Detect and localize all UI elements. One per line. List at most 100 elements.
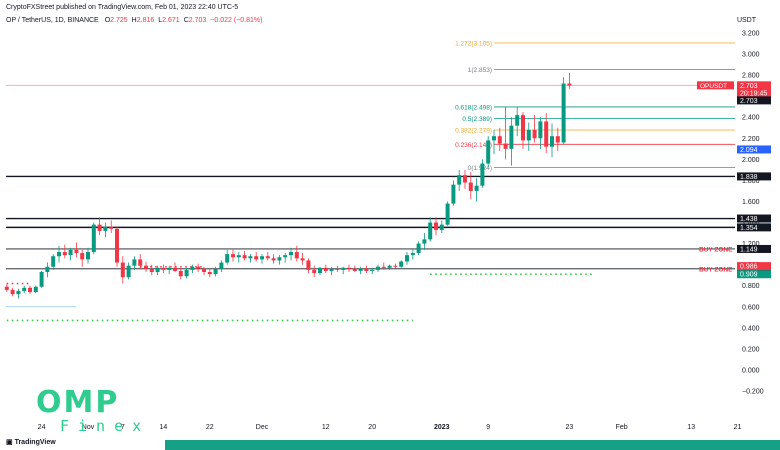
candle-body <box>39 272 44 287</box>
candle-body <box>277 257 282 261</box>
ohlc-label: H <box>131 17 137 24</box>
ohlc-values: O2.725 H2.816 L2.671 C2.703 −0.022 (−0.81%) <box>101 17 263 24</box>
y-tick-label: 0.000 <box>742 367 760 374</box>
ohlc-value: 2.816 <box>136 17 155 24</box>
candle-body <box>231 254 235 258</box>
x-tick-label: Feb <box>616 424 628 431</box>
candle-body <box>28 287 32 293</box>
candle-body <box>109 226 114 229</box>
ohlc-item: O2.725 <box>105 17 128 24</box>
candle-body <box>544 121 549 147</box>
candle-body <box>236 255 241 258</box>
candle-body <box>68 249 73 256</box>
candle-body <box>126 265 131 278</box>
price-tag-bg <box>737 145 771 154</box>
candle-body <box>91 224 96 253</box>
candle-body <box>318 267 322 274</box>
candle-body <box>526 129 531 141</box>
candle-body <box>457 175 462 185</box>
candle-body <box>10 289 15 295</box>
candle-body <box>115 228 119 263</box>
candle-body <box>486 140 491 164</box>
candle-body <box>294 252 299 259</box>
candle-body <box>80 253 85 260</box>
ohlc-value: 2.703 <box>188 17 207 24</box>
candle-body <box>492 136 496 141</box>
candle-body <box>497 136 502 144</box>
logo-text-finex: Finex <box>60 417 151 435</box>
candle-body <box>33 286 38 293</box>
price-tag-label: 1.354 <box>740 225 758 232</box>
candle-body <box>376 266 380 270</box>
candle-body <box>225 254 230 263</box>
fib-level-label: 0.236(2.143) <box>455 142 492 149</box>
candle-body <box>341 267 346 270</box>
candle-body <box>300 258 305 261</box>
x-tick-label: 24 <box>38 424 46 431</box>
publish-info: CryptoFXStreet published on TradingView.… <box>6 4 239 11</box>
tradingview-logo[interactable]: ▣ TradingView <box>6 438 56 446</box>
x-tick-label: 21 <box>734 424 742 431</box>
price-tag-label: 1.838 <box>740 174 758 181</box>
candle-body <box>283 255 288 258</box>
candle-body <box>329 268 334 271</box>
y-tick-label: 2.200 <box>742 136 760 143</box>
candle-body <box>451 184 456 204</box>
y-tick-label: 0.600 <box>742 304 760 311</box>
candle-body <box>503 143 508 149</box>
candle-body <box>538 121 543 139</box>
price-tag-label: 20:19:45 <box>740 91 767 98</box>
candle-body <box>416 243 421 254</box>
y-tick-label: 0.800 <box>742 283 760 290</box>
candle-body <box>387 265 392 268</box>
price-tag-bg <box>737 172 771 181</box>
price-tag-label: 1.438 <box>740 216 758 223</box>
ohlc-item: L2.671 <box>158 17 179 24</box>
price-tag-bg <box>737 214 771 223</box>
ohlc-label: O <box>104 17 111 24</box>
candle-body <box>155 267 160 273</box>
fib-level-label: 0.618(2.498) <box>455 104 492 111</box>
candle-body <box>335 268 340 270</box>
candle-body <box>474 185 479 191</box>
candle-body <box>428 222 433 240</box>
y-tick-label: 3.000 <box>742 52 760 59</box>
candle-body <box>86 252 90 260</box>
candle-body <box>97 224 102 231</box>
candle-body <box>434 222 438 230</box>
logo-text-omp: OMP <box>36 385 120 420</box>
candle-body <box>22 287 27 291</box>
y-tick-label: 1.600 <box>742 199 760 206</box>
candle-body <box>120 262 125 278</box>
candle-body <box>358 268 363 271</box>
candle-body <box>219 262 224 269</box>
price-tag-bg <box>737 262 771 271</box>
candle-body <box>57 252 61 257</box>
x-tick-label: 23 <box>566 424 574 431</box>
candle-body <box>532 129 537 139</box>
buy-zone-label: BUY ZONE <box>699 266 733 273</box>
candle-body <box>521 115 525 141</box>
x-tick-label: Nov <box>82 424 95 431</box>
tradingview-label: TradingView <box>14 439 56 446</box>
y-tick-label: 0.400 <box>742 325 760 332</box>
ohlc-item: −0.022 (−0.81%) <box>210 17 262 24</box>
candle-body <box>4 286 9 290</box>
brand-bar <box>165 440 780 450</box>
candle-body <box>254 256 259 260</box>
ohlc-legend: OP / TetherUS, 1D, BINANCE O2.725 H2.816 L… <box>6 17 262 24</box>
candle-body <box>399 261 404 267</box>
candle-body <box>422 239 427 244</box>
candle-body <box>138 259 143 266</box>
price-tag-bg <box>737 270 771 279</box>
candle-body <box>480 163 485 186</box>
candle-body <box>550 136 554 147</box>
y-tick-label: 1.800 <box>742 178 760 185</box>
candle-body <box>405 255 409 262</box>
candle-body <box>439 224 444 230</box>
candle-body <box>51 256 56 267</box>
price-tag-label: 2.703 <box>740 98 758 105</box>
price-unit: USDT <box>736 17 756 24</box>
candle-body <box>178 270 183 277</box>
